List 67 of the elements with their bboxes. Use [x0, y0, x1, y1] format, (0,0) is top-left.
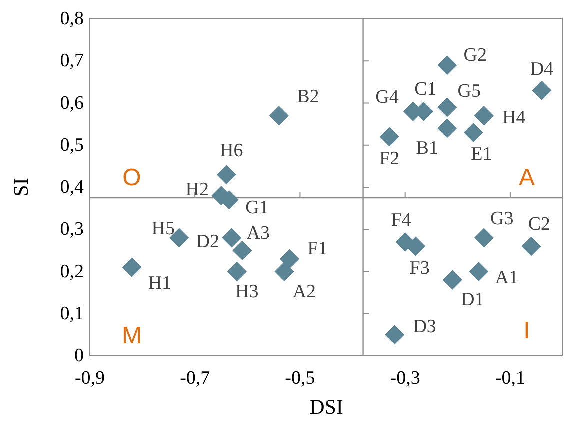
- series-label: G2: [464, 44, 487, 66]
- point: [222, 228, 242, 248]
- series-label: F4: [391, 210, 412, 231]
- series-label: G4: [376, 87, 400, 108]
- point: [232, 240, 252, 260]
- y-tick-label: 0,5: [60, 134, 84, 156]
- y-tick-label: 0,7: [60, 50, 84, 72]
- point: [227, 262, 247, 282]
- series-label: H5: [152, 218, 175, 240]
- series-label: F3: [410, 258, 430, 279]
- point: [385, 325, 405, 345]
- y-tick-label: 0,6: [60, 92, 84, 114]
- x-tick-label: -0,1: [495, 368, 526, 389]
- y-tick-label: 0,3: [60, 219, 84, 240]
- point: [438, 98, 458, 118]
- series-label: H1: [148, 273, 172, 294]
- series-label: A1: [495, 267, 519, 288]
- series-label: B1: [416, 138, 438, 160]
- x-tick-label: -0,3: [390, 368, 420, 389]
- point: [438, 118, 458, 138]
- series-label: D4: [530, 59, 554, 80]
- annotation: O: [122, 164, 142, 192]
- point: [532, 80, 552, 100]
- y-tick-label: 0: [74, 346, 84, 366]
- annotation: I: [524, 318, 530, 344]
- y-tick-label: 0,8: [60, 8, 84, 30]
- point: [464, 122, 484, 142]
- series-label: G5: [458, 80, 481, 102]
- series-label: F2: [380, 148, 400, 170]
- point: [269, 106, 289, 126]
- series-label: H3: [236, 281, 259, 302]
- series-label: H2: [186, 179, 210, 200]
- series-label: H6: [220, 140, 244, 162]
- series-label: H4: [502, 107, 526, 128]
- series-label: E1: [471, 144, 492, 166]
- point: [442, 270, 462, 290]
- series-label: A2: [292, 281, 316, 302]
- series-label: D2: [196, 232, 220, 253]
- point: [469, 262, 489, 282]
- point: [216, 165, 236, 185]
- y-axis-title: SI: [9, 178, 33, 197]
- point: [474, 228, 494, 248]
- x-axis-title: DSI: [310, 395, 344, 419]
- point: [438, 56, 458, 76]
- series-label: F1: [308, 238, 328, 260]
- series-label: C1: [414, 79, 437, 100]
- series-label: G1: [246, 198, 269, 219]
- series-label: A3: [246, 223, 270, 244]
- point: [280, 249, 300, 269]
- point: [474, 106, 494, 126]
- series-label: D3: [413, 316, 436, 338]
- series-label: C2: [528, 214, 551, 235]
- series-label: D1: [461, 290, 484, 311]
- y-tick-label: 0,1: [60, 303, 84, 324]
- point: [380, 127, 400, 147]
- point: [122, 258, 142, 278]
- annotation: A: [518, 164, 536, 192]
- y-tick-label: 0,4: [60, 177, 84, 198]
- x-tick-label: -0,7: [180, 368, 210, 389]
- series-label: G3: [490, 208, 514, 230]
- annotation: M: [122, 322, 142, 350]
- x-tick-label: -0,9: [74, 368, 106, 389]
- series-label: B2: [297, 86, 320, 108]
- x-tick-label: -0,5: [285, 368, 316, 389]
- point: [274, 262, 294, 282]
- y-tick-label: 0,2: [60, 261, 84, 282]
- point: [522, 236, 542, 256]
